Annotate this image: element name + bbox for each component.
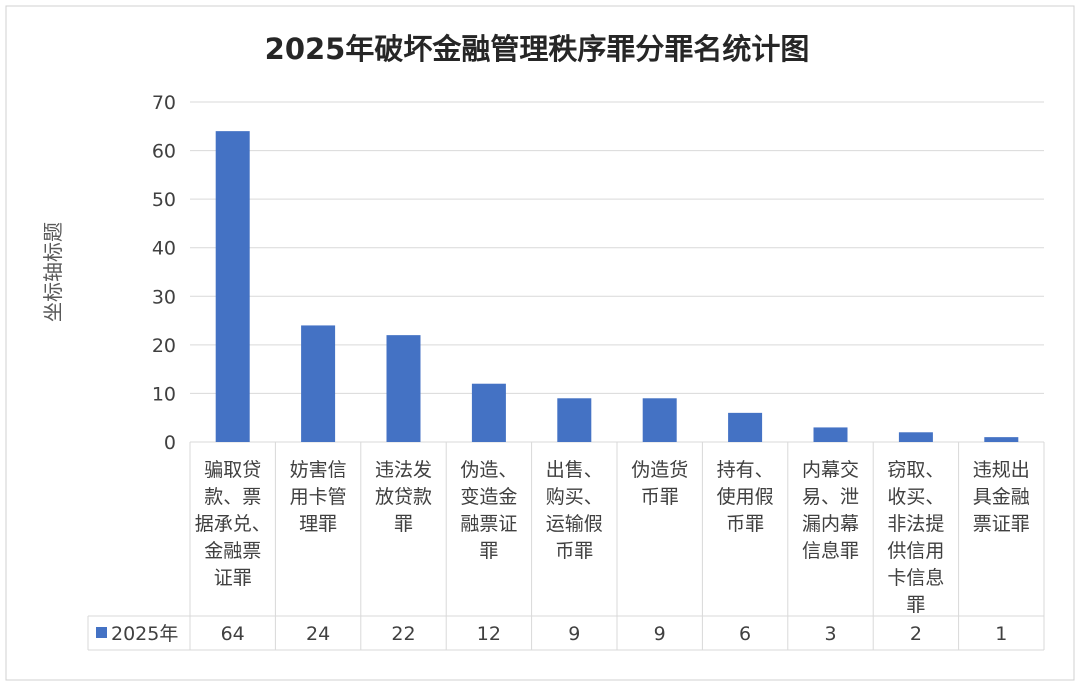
- category-label: 用卡管: [290, 486, 347, 508]
- category-label: 罪: [479, 540, 498, 562]
- y-tick-label: 20: [152, 335, 176, 357]
- data-value: 64: [221, 623, 245, 645]
- category-label: 购买、: [546, 486, 603, 508]
- bar: [984, 437, 1019, 442]
- category-label: 卡信息: [887, 567, 944, 589]
- legend-swatch: [96, 627, 107, 638]
- data-value: 3: [824, 623, 836, 645]
- category-label: 违法发: [375, 459, 432, 481]
- bars: [215, 131, 1019, 442]
- category-label: 变造金: [460, 486, 517, 508]
- category-label: 币罪: [726, 513, 764, 535]
- data-value: 24: [306, 623, 330, 645]
- category-label: 妨害信: [290, 459, 347, 481]
- bar: [471, 383, 506, 442]
- category-label: 伪造、: [460, 459, 517, 481]
- data-table: 骗取贷款、票据承兑、金融票证罪妨害信用卡管理罪违法发放贷款罪伪造、变造金融票证罪…: [87, 442, 1045, 651]
- bar: [557, 398, 592, 442]
- chart-border: [5, 5, 1075, 681]
- chart-title: 2025年破坏金融管理秩序罪分罪名统计图: [265, 32, 810, 66]
- y-axis-title: 坐标轴标题: [41, 222, 65, 322]
- data-value: 6: [739, 623, 751, 645]
- category-label: 放贷款: [375, 486, 432, 508]
- category-label: 理罪: [299, 513, 337, 535]
- category-label: 罪: [906, 594, 925, 616]
- category-label: 证罪: [214, 567, 252, 589]
- category-label: 据承兑、: [195, 513, 271, 535]
- category-label: 金融票: [204, 540, 261, 562]
- y-tick-label: 40: [152, 238, 176, 260]
- category-label: 内幕交: [802, 459, 859, 481]
- bar: [813, 427, 848, 442]
- category-label: 收买、: [887, 486, 944, 508]
- category-label: 信息罪: [802, 540, 859, 562]
- data-value: 9: [568, 623, 580, 645]
- category-label: 漏内幕: [802, 513, 859, 535]
- category-label: 非法提: [887, 513, 944, 535]
- y-tick-labels: 0 10 20 30 40 50 60 70: [152, 92, 176, 454]
- y-tick-label: 50: [152, 189, 176, 211]
- category-label: 币罪: [555, 540, 593, 562]
- category-label: 票证罪: [973, 513, 1030, 535]
- category-label: 融票证: [460, 513, 517, 535]
- bar: [898, 432, 933, 442]
- data-value: 2: [910, 623, 922, 645]
- y-tick-label: 30: [152, 286, 176, 308]
- bar: [642, 398, 677, 442]
- category-label: 窃取、: [887, 459, 944, 481]
- category-label: 款、票: [204, 486, 261, 508]
- category-label: 罪: [394, 513, 413, 535]
- data-value: 9: [654, 623, 666, 645]
- bar: [301, 325, 336, 442]
- bar: [386, 335, 421, 442]
- category-label: 供信用: [887, 540, 944, 562]
- bar: [728, 412, 763, 442]
- category-label: 币罪: [641, 486, 679, 508]
- legend-label: 2025年: [111, 623, 178, 645]
- y-tick-label: 70: [152, 92, 176, 114]
- bar: [215, 131, 250, 442]
- category-label: 出售、: [546, 459, 603, 481]
- category-label: 运输假: [546, 513, 603, 535]
- data-value: 22: [391, 623, 415, 645]
- category-label: 伪造货: [631, 459, 688, 481]
- y-tick-label: 60: [152, 141, 176, 163]
- category-label: 违规出: [973, 459, 1030, 481]
- category-label: 使用假: [717, 486, 774, 508]
- category-label: 易、泄: [802, 486, 859, 508]
- data-value: 12: [477, 623, 501, 645]
- y-tick-label: 0: [164, 432, 176, 454]
- category-label: 持有、: [717, 459, 774, 481]
- category-label: 骗取贷: [204, 459, 261, 481]
- data-value: 1: [995, 623, 1007, 645]
- category-label: 具金融: [973, 486, 1030, 508]
- y-tick-label: 10: [152, 383, 176, 405]
